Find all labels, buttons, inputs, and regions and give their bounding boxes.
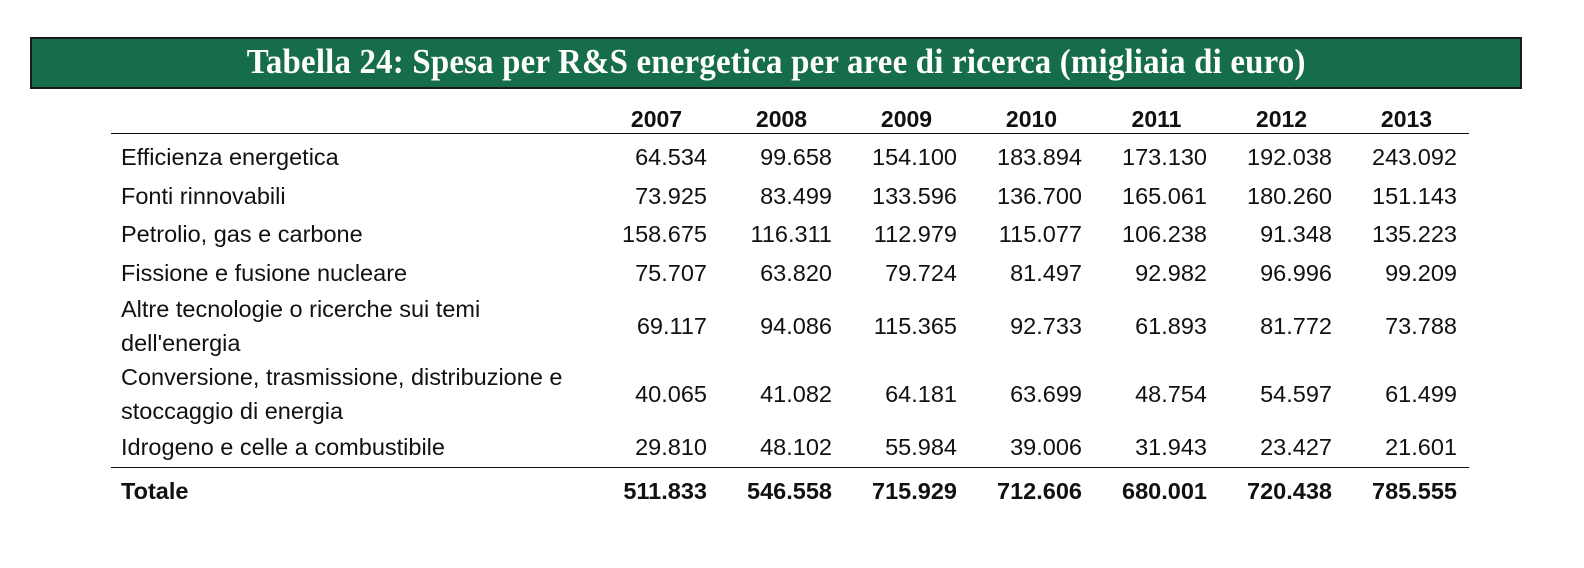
table-title-banner: Tabella 24: Spesa per R&S energetica per…	[30, 37, 1522, 89]
total-value: 680.001	[1122, 477, 1207, 504]
cell-value: 48.102	[719, 428, 844, 468]
header-row: 2007 2008 2009 2010 2011 2012 2013	[111, 96, 1469, 134]
row-label: Fissione e fusione nucleare	[121, 259, 408, 286]
header-year-2011: 2011	[1094, 96, 1219, 134]
cell-value: 180.260	[1247, 182, 1332, 209]
cell-value: 133.596	[872, 182, 957, 209]
total-value: 720.438	[1247, 477, 1332, 504]
table-row: Conversione, trasmissione, distribuzione…	[111, 360, 1469, 428]
cell-value: 92.733	[1010, 313, 1082, 339]
cell-value: 115.077	[998, 221, 1082, 248]
cell-value: 21.601	[1344, 428, 1469, 468]
cell-value: 151.143	[1372, 182, 1457, 209]
cell-value: 64.181	[885, 381, 957, 407]
cell-value: 135.223	[1372, 221, 1457, 248]
cell-value: 73.925	[635, 182, 707, 209]
cell-value: 192.038	[1247, 144, 1332, 171]
cell-value: 55.984	[844, 428, 969, 468]
cell-value: 48.754	[1135, 381, 1207, 407]
cell-value: 94.086	[760, 313, 832, 339]
cell-value: 73.788	[1385, 313, 1457, 339]
cell-value: 136.700	[997, 182, 1082, 209]
header-year-2010: 2010	[969, 96, 1094, 134]
cell-value: 99.658	[760, 144, 832, 171]
header-year-2009: 2009	[844, 96, 969, 134]
cell-value: 116.311	[750, 221, 832, 248]
table-row: Altre tecnologie o ricerche sui temi del…	[111, 292, 1469, 360]
cell-value: 154.100	[872, 144, 957, 171]
cell-value: 112.979	[873, 221, 957, 248]
cell-value: 92.982	[1135, 259, 1207, 286]
row-label: Fonti rinnovabili	[121, 182, 286, 209]
cell-value: 158.675	[622, 221, 707, 248]
total-label: Totale	[121, 477, 189, 504]
header-year-2007: 2007	[594, 96, 719, 134]
total-value: 785.555	[1372, 477, 1457, 504]
header-label-cell	[111, 96, 594, 134]
table-title: Tabella 24: Spesa per R&S energetica per…	[246, 42, 1306, 81]
cell-value: 69.117	[636, 313, 707, 339]
cell-value: 64.534	[635, 144, 707, 171]
rd-spending-table: 2007 2008 2009 2010 2011 2012 2013 Effic…	[111, 96, 1469, 514]
header-year-2012: 2012	[1219, 96, 1344, 134]
header-year-2013: 2013	[1344, 96, 1469, 134]
row-label: Efficienza energetica	[121, 144, 339, 171]
cell-value: 63.820	[760, 259, 832, 286]
cell-value: 83.499	[760, 182, 832, 209]
cell-value: 40.065	[635, 381, 707, 407]
cell-value: 115.365	[873, 313, 957, 339]
cell-value: 41.082	[760, 381, 832, 407]
cell-value: 96.996	[1260, 259, 1332, 286]
cell-value: 23.427	[1219, 428, 1344, 468]
table-row: Petrolio, gas e carbone 158.675 116.311 …	[111, 215, 1469, 254]
cell-value: 79.724	[885, 259, 957, 286]
cell-value: 61.499	[1385, 381, 1457, 407]
cell-value: 54.597	[1260, 381, 1332, 407]
total-row: Totale 511.833 546.558 715.929 712.606 6…	[111, 467, 1469, 514]
cell-value: 243.092	[1372, 144, 1457, 171]
cell-value: 183.894	[997, 144, 1082, 171]
table-row: Efficienza energetica 64.534 99.658 154.…	[111, 134, 1469, 177]
row-label: Petrolio, gas e carbone	[121, 221, 363, 248]
table-row: Fonti rinnovabili 73.925 83.499 133.596 …	[111, 177, 1469, 216]
cell-value: 81.497	[1010, 259, 1082, 286]
cell-value: 106.238	[1122, 221, 1207, 248]
row-label: Altre tecnologie o ricerche sui temi del…	[121, 296, 481, 356]
cell-value: 165.061	[1122, 182, 1207, 209]
cell-value: 81.772	[1260, 313, 1332, 339]
row-label: Conversione, trasmissione, distribuzione…	[121, 364, 563, 424]
cell-value: 91.348	[1260, 221, 1332, 248]
cell-value: 63.699	[1010, 381, 1082, 407]
table-row: Fissione e fusione nucleare 75.707 63.82…	[111, 254, 1469, 293]
cell-value: 39.006	[969, 428, 1094, 468]
table-row: Idrogeno e celle a combustibile 29.810 4…	[111, 428, 1469, 468]
total-value: 712.606	[997, 477, 1082, 504]
total-value: 511.833	[623, 477, 707, 504]
total-value: 715.929	[872, 477, 957, 504]
cell-value: 29.810	[594, 428, 719, 468]
row-label: Idrogeno e celle a combustibile	[111, 428, 594, 468]
cell-value: 61.893	[1135, 313, 1207, 339]
header-year-2008: 2008	[719, 96, 844, 134]
cell-value: 75.707	[635, 259, 707, 286]
cell-value: 99.209	[1385, 259, 1457, 286]
cell-value: 31.943	[1094, 428, 1219, 468]
total-value: 546.558	[747, 477, 832, 504]
cell-value: 173.130	[1122, 144, 1207, 171]
